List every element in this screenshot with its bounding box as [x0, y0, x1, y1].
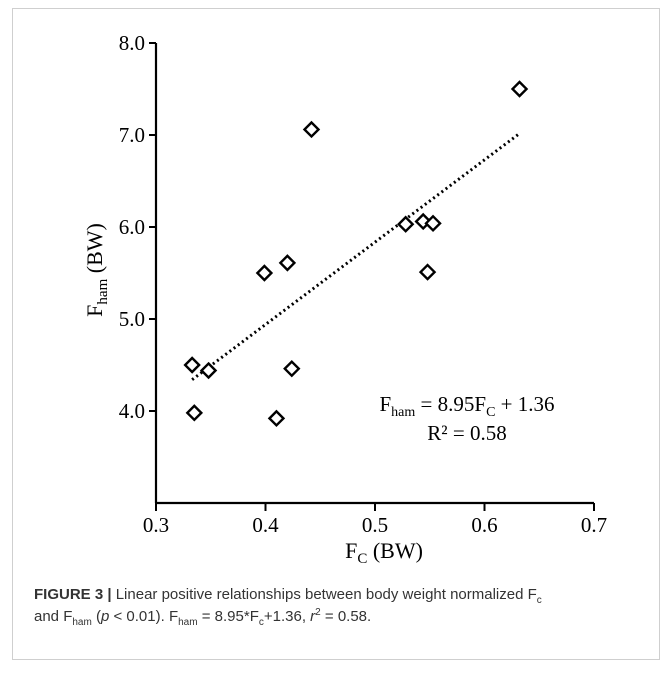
x-tick-label: 0.6 [471, 513, 497, 537]
scatter-chart: 0.3 0.4 0.5 0.6 0.7 4.0 5.0 6.0 7.0 8.0 FC (BW) F… [0, 0, 671, 580]
axes [156, 43, 594, 503]
data-point-diamond [304, 122, 318, 136]
data-point-diamond [513, 82, 527, 96]
data-point-diamond [399, 217, 413, 231]
data-point-diamond [185, 358, 199, 372]
y-tick-label: 4.0 [119, 399, 145, 423]
y-tick-label: 5.0 [119, 307, 145, 331]
y-tick-label: 6.0 [119, 215, 145, 239]
y-axis-label: Fham (BW) [82, 223, 111, 317]
data-point-diamond [257, 266, 271, 280]
regression-equation: Fham = 8.95FC + 1.36 [379, 392, 554, 420]
x-tick-label: 0.7 [581, 513, 607, 537]
figure-caption: FIGURE 3 | Linear positive relationships… [34, 584, 634, 628]
r-squared-label: R² = 0.58 [427, 421, 506, 445]
ticks: 0.3 0.4 0.5 0.6 0.7 4.0 5.0 6.0 7.0 8.0 [119, 31, 607, 537]
data-point-diamond [187, 406, 201, 420]
data-point-diamond [280, 256, 294, 270]
data-point-diamond [269, 411, 283, 425]
y-tick-label: 8.0 [119, 31, 145, 55]
y-tick-label: 7.0 [119, 123, 145, 147]
data-point-diamond [285, 362, 299, 376]
data-points [185, 82, 526, 425]
data-point-diamond [421, 265, 435, 279]
data-point-diamond [202, 364, 216, 378]
x-tick-label: 0.3 [143, 513, 169, 537]
caption-label: FIGURE 3 | [34, 586, 112, 603]
x-tick-label: 0.5 [362, 513, 388, 537]
trendline [192, 133, 519, 379]
x-axis-label: FC (BW) [345, 538, 423, 567]
x-tick-label: 0.4 [252, 513, 279, 537]
